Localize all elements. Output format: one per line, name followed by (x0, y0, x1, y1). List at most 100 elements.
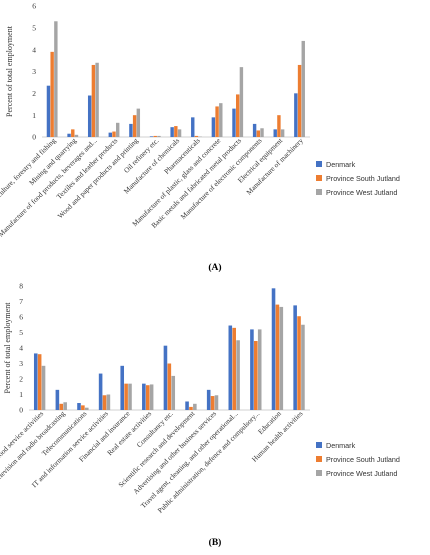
panel-label: (A) (208, 262, 221, 273)
bar-denmark (77, 403, 81, 410)
bar-province-south-jutland (174, 126, 177, 137)
bar-province-south-jutland (38, 354, 42, 410)
y-tick-label: 1 (32, 111, 36, 120)
bar-province-south-jutland (254, 341, 258, 410)
bar-province-south-jutland (298, 65, 301, 137)
bar-province-west-jutland (157, 136, 160, 137)
legend-swatch (316, 161, 322, 167)
bar-province-south-jutland (215, 106, 218, 137)
bar-province-west-jutland (260, 128, 263, 137)
bar-province-south-jutland (232, 328, 236, 410)
y-tick-label: 0 (19, 406, 23, 415)
bar-province-west-jutland (280, 307, 284, 410)
y-tick-label: 8 (19, 282, 23, 291)
y-tick-label: 3 (19, 359, 23, 368)
y-tick-label: 6 (19, 313, 23, 322)
bar-province-west-jutland (178, 129, 181, 137)
x-tick-label: Public administration, defence and compu… (156, 410, 261, 515)
bar-province-west-jutland (236, 340, 240, 410)
bar-denmark (99, 374, 103, 410)
bar-denmark (129, 124, 132, 137)
bar-denmark (212, 117, 215, 137)
bar-denmark (47, 86, 50, 137)
bar-denmark (253, 124, 256, 137)
legend-swatch (316, 442, 322, 448)
bar-province-south-jutland (236, 94, 239, 137)
legend-label: Denmark (326, 160, 356, 169)
y-tick-label: 6 (32, 2, 36, 11)
legend-swatch (316, 470, 322, 476)
bar-denmark (170, 127, 173, 137)
bar-denmark (120, 366, 124, 410)
bar-province-west-jutland (107, 395, 111, 411)
y-tick-label: 1 (19, 390, 23, 399)
bar-province-west-jutland (240, 67, 243, 137)
bar-province-west-jutland (95, 63, 98, 137)
bar-province-south-jutland (92, 65, 95, 137)
bar-province-west-jutland (150, 384, 154, 410)
bar-province-west-jutland (75, 135, 78, 137)
bar-province-west-jutland (116, 123, 119, 137)
bar-province-south-jutland (71, 129, 74, 137)
bar-denmark (272, 288, 276, 410)
y-tick-label: 0 (32, 133, 36, 142)
y-tick-label: 4 (19, 344, 23, 353)
bar-province-west-jutland (85, 408, 89, 410)
bar-province-south-jutland (133, 115, 136, 137)
bar-province-west-jutland (258, 329, 262, 410)
legend-label: Province South Jutland (326, 174, 400, 183)
legend-swatch (316, 456, 322, 462)
bar-denmark (207, 390, 211, 410)
y-tick-label: 2 (32, 89, 36, 98)
y-tick-label: 5 (32, 23, 36, 32)
bar-denmark (56, 390, 60, 410)
legend-label: Denmark (326, 441, 356, 450)
y-tick-label: 4 (32, 45, 36, 54)
bar-province-south-jutland (297, 316, 301, 410)
bar-province-south-jutland (103, 395, 107, 410)
bar-denmark (142, 384, 146, 410)
bar-denmark (293, 305, 297, 410)
bar-province-south-jutland (59, 404, 63, 410)
x-tick-label: Agriculture, forestry and fishing (0, 136, 58, 208)
legend-label: Province West Jutland (326, 469, 397, 478)
bar-province-west-jutland (215, 395, 219, 410)
bar-province-south-jutland (146, 385, 150, 410)
bar-province-west-jutland (63, 402, 67, 410)
bar-province-south-jutland (277, 115, 280, 137)
y-tick-label: 5 (19, 328, 23, 337)
bar-province-west-jutland (42, 366, 46, 410)
bar-denmark (67, 134, 70, 137)
bar-province-south-jutland (211, 396, 215, 410)
bar-denmark (150, 136, 153, 137)
y-axis-label: Percent of total employment (3, 302, 12, 394)
bar-province-west-jutland (137, 109, 140, 137)
bar-province-west-jutland (301, 325, 305, 410)
bar-province-south-jutland (50, 52, 53, 137)
bar-denmark (294, 93, 297, 137)
bar-denmark (185, 401, 189, 410)
legend-swatch (316, 175, 322, 181)
bar-province-west-jutland (54, 21, 57, 137)
bar-denmark (274, 129, 277, 137)
bar-province-west-jutland (171, 376, 175, 410)
y-tick-label: 2 (19, 375, 23, 384)
y-tick-label: 3 (32, 67, 36, 76)
bar-denmark (232, 109, 235, 137)
bar-denmark (250, 329, 254, 410)
bar-denmark (109, 133, 112, 137)
y-tick-label: 7 (19, 297, 23, 306)
bar-province-west-jutland (302, 41, 305, 137)
bar-province-south-jutland (168, 364, 172, 411)
bar-province-west-jutland (281, 129, 284, 137)
bar-denmark (34, 353, 38, 410)
bar-denmark (164, 346, 168, 410)
bar-province-west-jutland (193, 404, 197, 410)
bar-province-south-jutland (124, 384, 128, 410)
panel-label: (B) (209, 537, 222, 548)
